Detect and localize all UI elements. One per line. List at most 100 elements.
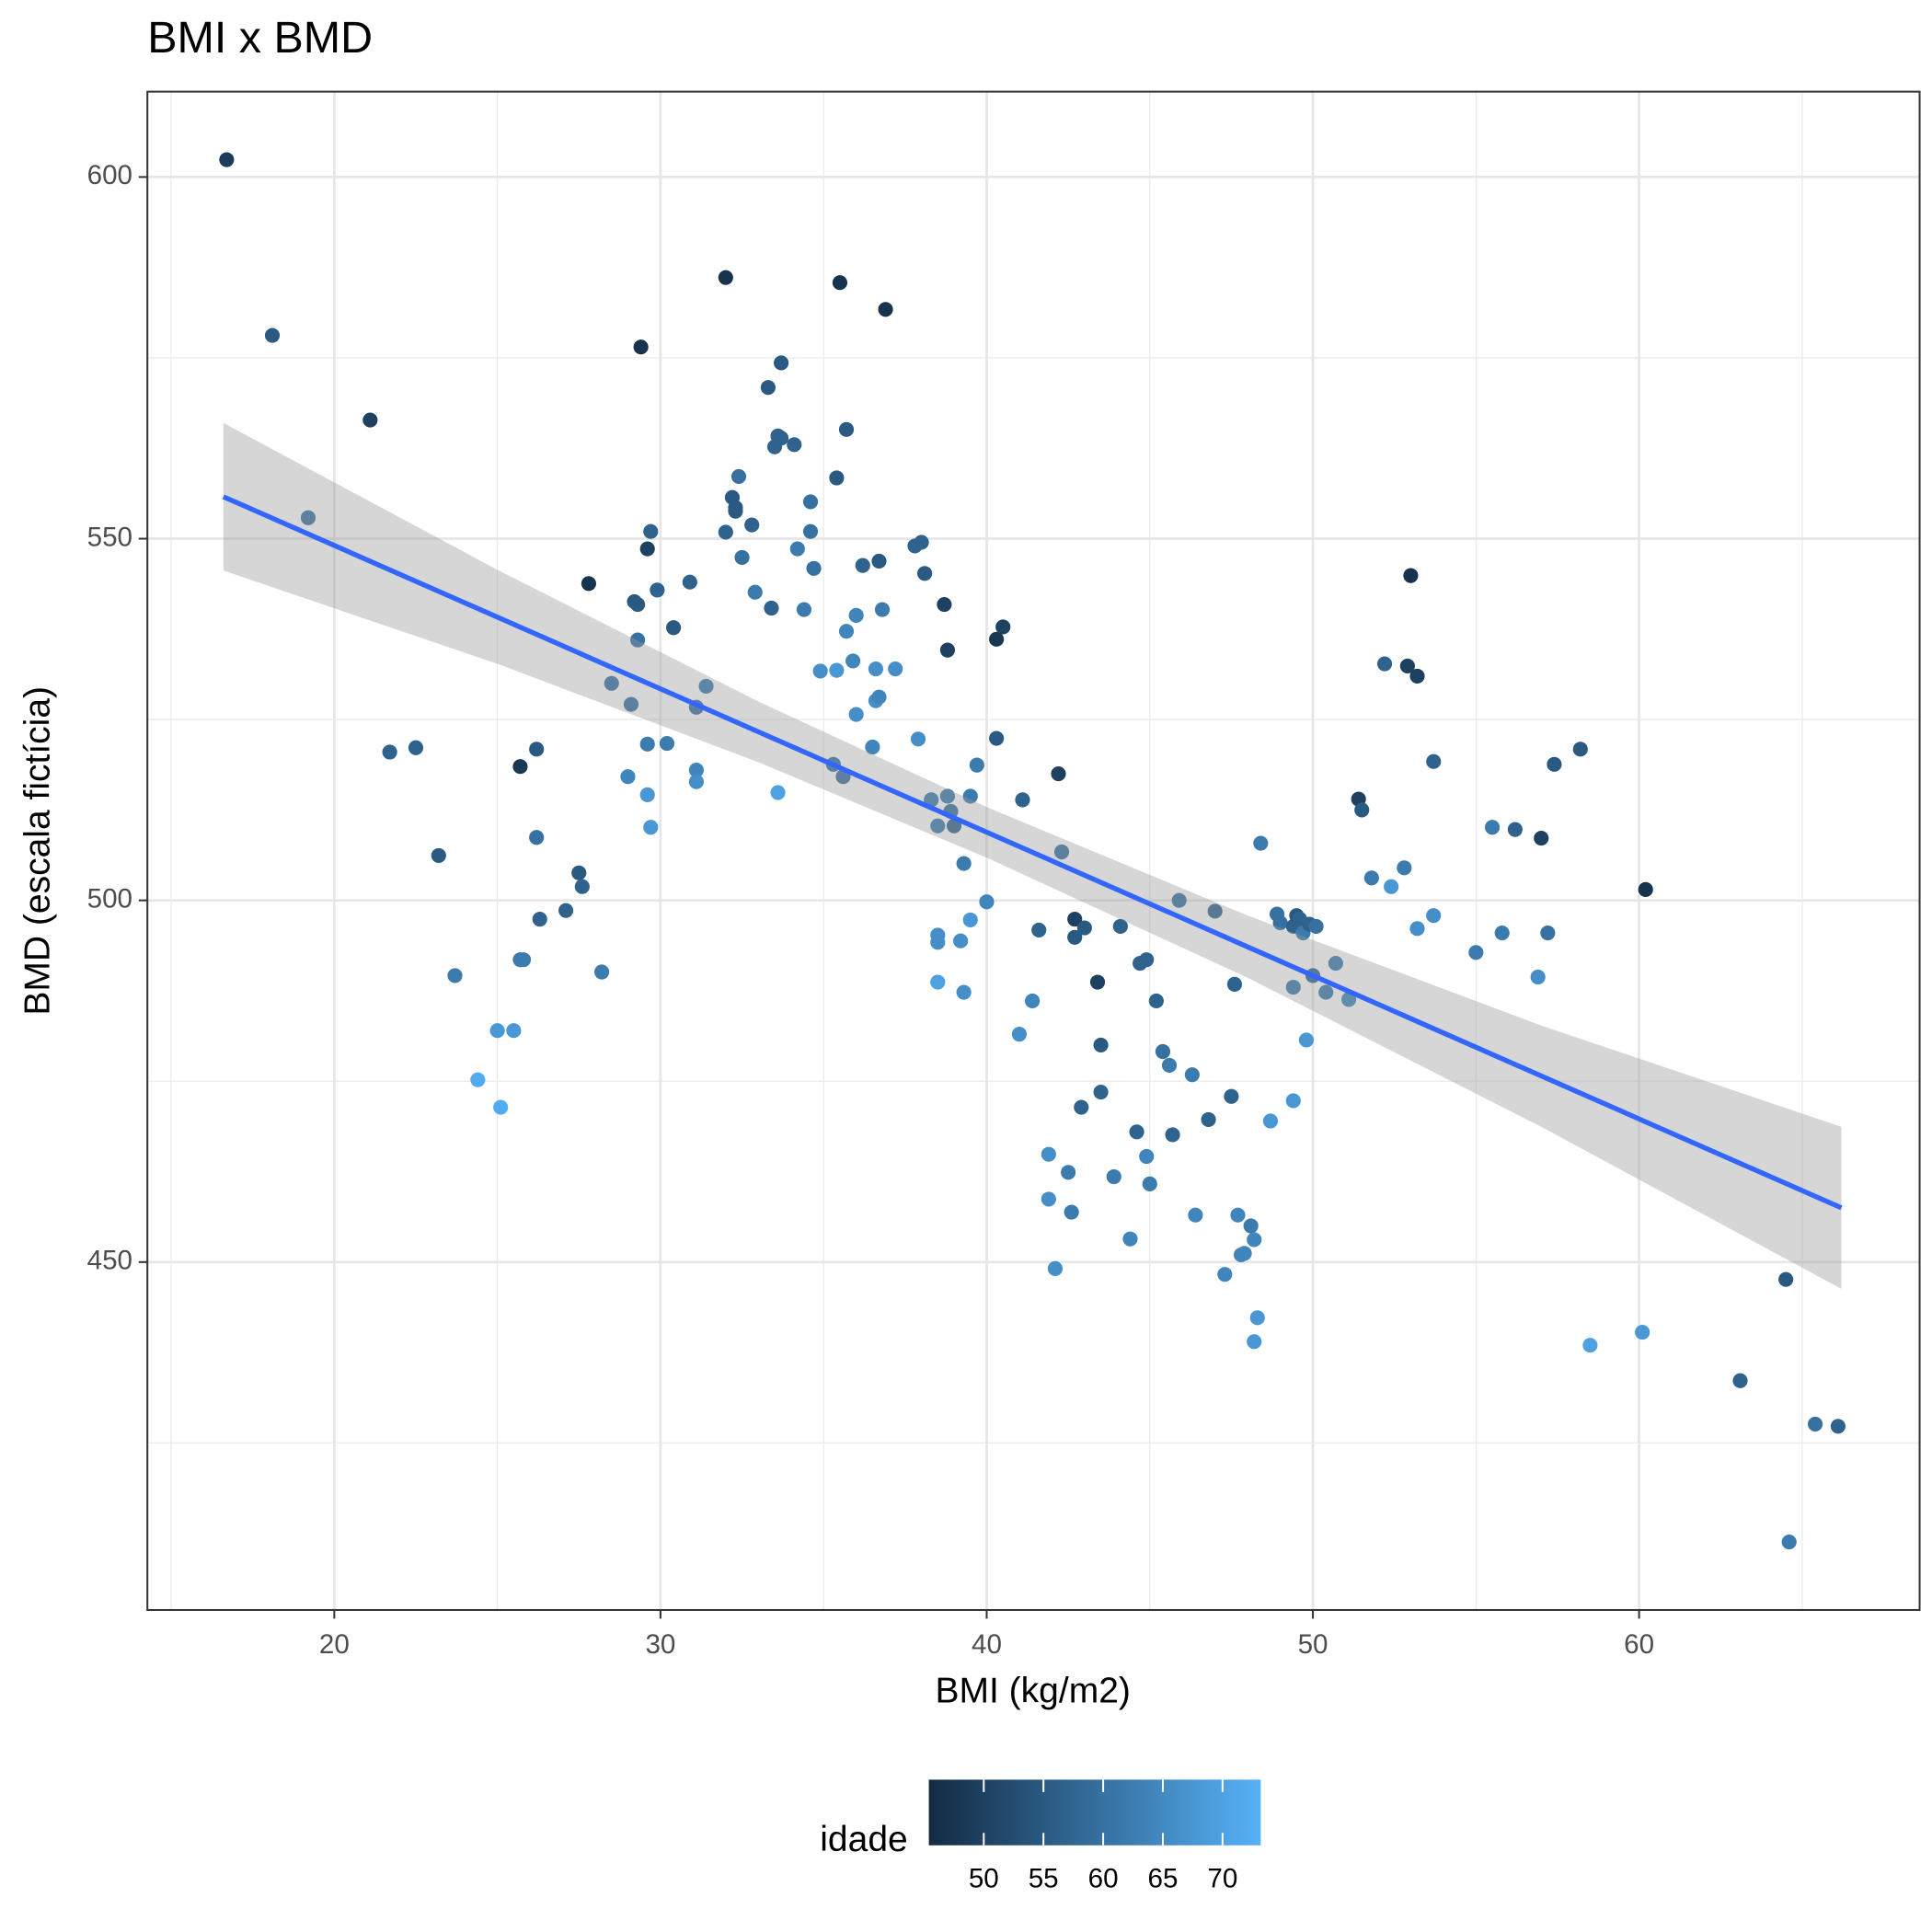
point — [362, 412, 378, 428]
point — [1067, 929, 1083, 945]
point — [812, 663, 828, 679]
point — [581, 576, 596, 592]
point — [493, 1099, 509, 1115]
point — [1534, 830, 1549, 846]
point — [1207, 903, 1223, 919]
point — [995, 619, 1011, 635]
point — [774, 355, 789, 371]
point — [1053, 844, 1070, 860]
point — [408, 740, 424, 755]
point — [989, 631, 1005, 647]
point — [515, 952, 532, 968]
point — [1363, 870, 1379, 886]
point — [639, 736, 655, 752]
y-tick-label: 600 — [87, 160, 132, 190]
x-tick-label: 50 — [1298, 1629, 1328, 1660]
point — [730, 468, 747, 484]
point — [937, 597, 952, 613]
point — [1247, 1334, 1262, 1350]
point — [871, 689, 887, 705]
legend-tick-label: 50 — [969, 1863, 999, 1893]
point — [1298, 1032, 1315, 1048]
point — [1732, 1373, 1748, 1388]
point — [829, 662, 845, 678]
point — [871, 553, 887, 569]
point — [718, 270, 733, 285]
point — [865, 739, 880, 755]
point — [447, 968, 463, 983]
point — [1397, 860, 1412, 876]
point — [979, 894, 995, 910]
point — [1061, 1165, 1076, 1180]
point — [1025, 993, 1041, 1009]
point — [506, 1023, 522, 1039]
point — [1184, 1067, 1200, 1083]
point — [1484, 820, 1501, 835]
confidence-band — [223, 422, 1842, 1289]
point — [829, 470, 845, 486]
point — [744, 517, 760, 533]
y-tick-label: 550 — [87, 522, 132, 552]
point — [639, 787, 655, 802]
point — [1409, 668, 1425, 684]
point — [1230, 1207, 1246, 1223]
x-tick-label: 30 — [645, 1629, 675, 1660]
point — [1328, 955, 1343, 972]
point — [878, 302, 893, 317]
point — [1468, 945, 1484, 960]
point — [1540, 925, 1556, 941]
point — [1354, 802, 1370, 818]
point — [1376, 656, 1393, 672]
point — [529, 742, 545, 757]
point — [787, 437, 802, 453]
point — [300, 510, 316, 525]
point — [639, 541, 655, 557]
point — [1409, 921, 1425, 937]
point — [1426, 753, 1442, 769]
legend-tick-label: 55 — [1029, 1863, 1059, 1893]
point — [1224, 1088, 1239, 1104]
point — [848, 607, 864, 623]
point — [1129, 1124, 1144, 1140]
point — [734, 549, 750, 566]
point — [1638, 881, 1653, 897]
point — [1572, 742, 1588, 757]
point — [969, 757, 984, 773]
y-tick-label: 450 — [87, 1246, 132, 1276]
point — [1161, 1057, 1178, 1074]
point — [1547, 756, 1562, 772]
point — [1093, 1084, 1109, 1100]
point — [802, 523, 819, 539]
point — [1142, 1176, 1157, 1191]
point — [1106, 1168, 1121, 1185]
point — [1494, 925, 1510, 941]
point — [1064, 1204, 1079, 1220]
point — [630, 597, 646, 613]
point — [1047, 1260, 1064, 1276]
chart-title: BMI x BMD — [147, 13, 373, 63]
point — [1188, 1207, 1203, 1223]
legend-title: idade — [820, 1820, 907, 1859]
point — [1830, 1419, 1846, 1434]
point — [956, 856, 972, 871]
point — [962, 912, 978, 927]
point — [571, 865, 587, 880]
point — [939, 642, 956, 658]
point — [574, 879, 590, 894]
point — [630, 632, 646, 648]
point — [1015, 792, 1030, 808]
point — [939, 788, 956, 804]
point — [953, 933, 969, 949]
point — [1112, 918, 1128, 935]
point — [532, 912, 547, 927]
point — [1201, 1111, 1216, 1127]
point — [989, 730, 1005, 746]
point — [1318, 984, 1334, 1000]
point — [1041, 1191, 1056, 1207]
point — [718, 524, 733, 540]
point — [868, 661, 884, 677]
point — [789, 541, 805, 557]
legend-tick-label: 65 — [1148, 1863, 1179, 1893]
point — [1582, 1338, 1598, 1353]
